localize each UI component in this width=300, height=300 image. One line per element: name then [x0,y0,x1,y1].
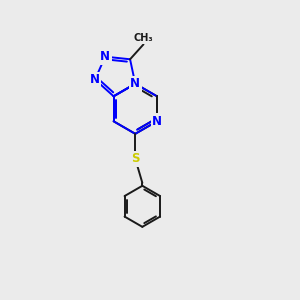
Text: N: N [152,115,162,128]
Text: N: N [130,77,140,90]
Text: S: S [131,152,140,165]
Text: N: N [100,50,110,63]
Text: N: N [90,73,100,86]
Text: CH₃: CH₃ [134,33,153,43]
